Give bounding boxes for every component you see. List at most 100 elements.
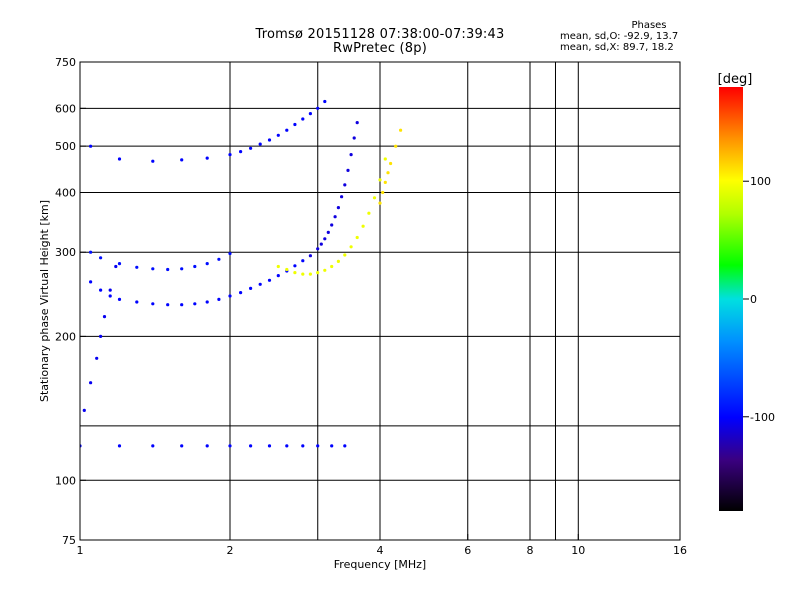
data-point <box>151 267 155 271</box>
x-axis: 1 2 4 6 8 10 16 <box>77 534 687 557</box>
data-point <box>355 121 359 125</box>
data-point <box>249 286 253 290</box>
data-point <box>102 315 107 319</box>
data-point <box>89 280 93 284</box>
series-trace <box>80 444 347 448</box>
data-point <box>135 300 139 304</box>
data-point <box>205 156 209 160</box>
data-point <box>326 230 330 234</box>
series-trace <box>89 99 327 163</box>
colorbar-tick-label: 100 <box>750 175 771 188</box>
series-trace <box>89 250 232 272</box>
data-point <box>372 196 377 200</box>
data-point <box>316 444 320 448</box>
data-point <box>89 250 93 254</box>
y-axis-label: Stationary phase Virtual Height [km] <box>38 200 51 402</box>
data-point <box>301 444 305 448</box>
data-point <box>249 444 253 448</box>
y-axis: 75 100 200 300 400 500 600 750 <box>55 56 86 547</box>
data-point <box>239 150 243 154</box>
y-tick-label: 300 <box>55 246 76 259</box>
data-point <box>135 265 139 269</box>
colorbar-tick-label: -100 <box>750 411 775 424</box>
data-point <box>343 253 347 257</box>
data-point <box>89 144 93 148</box>
data-point <box>276 133 280 137</box>
data-point <box>285 267 289 272</box>
data-point <box>193 264 197 269</box>
y-tick-label: 500 <box>55 140 76 153</box>
data-point <box>151 302 155 306</box>
data-point <box>117 297 122 301</box>
data-point <box>267 278 272 282</box>
data-point <box>99 256 103 260</box>
data-point <box>151 444 155 448</box>
data-point <box>352 136 356 140</box>
data-point <box>114 264 118 269</box>
data-point <box>343 444 347 448</box>
series-trace <box>82 264 118 412</box>
data-point <box>340 195 344 199</box>
data-point <box>323 268 327 272</box>
data-point <box>333 215 337 219</box>
y-tick-label: 750 <box>55 56 76 69</box>
data-point <box>99 334 103 338</box>
data-point <box>117 444 122 448</box>
data-point <box>316 106 320 110</box>
data-point <box>228 252 232 256</box>
data-point <box>205 444 209 448</box>
x-tick-label: 8 <box>527 544 534 557</box>
y-tick-label: 200 <box>55 330 76 343</box>
data-point <box>276 264 280 269</box>
colorbar <box>719 87 743 511</box>
data-point <box>205 262 209 266</box>
data-point <box>316 271 320 275</box>
data-point <box>108 288 112 292</box>
data-point <box>95 356 99 360</box>
data-point <box>330 223 334 227</box>
data-point <box>151 159 155 163</box>
data-point <box>267 444 272 448</box>
colorbar-label: [deg] <box>718 72 753 87</box>
data-point <box>293 271 297 275</box>
data-point <box>117 157 122 161</box>
data-point <box>336 259 340 263</box>
data-point <box>180 267 184 271</box>
chart-title: Tromsø 20151128 07:38:00-07:39:43 <box>255 27 505 42</box>
x-tick-label: 16 <box>673 544 687 557</box>
data-points <box>80 99 403 448</box>
colorbar-ticks: 100 0 -100 <box>743 175 775 424</box>
data-point <box>355 235 359 240</box>
x-tick-label: 1 <box>77 544 84 557</box>
data-point <box>108 294 112 298</box>
series-trace <box>308 121 359 258</box>
data-point <box>217 257 221 261</box>
data-point <box>323 237 327 241</box>
data-point <box>381 190 385 195</box>
data-point <box>308 254 312 258</box>
data-point <box>180 303 184 307</box>
series-trace <box>378 128 403 205</box>
data-point <box>205 300 209 304</box>
x-tick-label: 2 <box>227 544 234 557</box>
phase-stats-o: mean, sd,O: -92.9, 13.7 <box>560 31 679 42</box>
y-tick-label: 100 <box>55 474 76 487</box>
data-point <box>319 242 323 246</box>
data-point <box>367 211 371 215</box>
data-point <box>349 245 353 249</box>
data-point <box>193 302 197 306</box>
data-point <box>336 206 340 210</box>
phases-label: Phases <box>631 20 667 31</box>
data-point <box>285 128 289 132</box>
data-point <box>378 201 382 205</box>
data-point <box>330 264 334 269</box>
data-point <box>117 262 122 266</box>
phase-stats-x: mean, sd,X: 89.7, 18.2 <box>560 42 674 53</box>
x-axis-label: Frequency [MHz] <box>334 558 426 571</box>
series-trace <box>276 157 387 276</box>
data-point <box>308 112 312 116</box>
data-point <box>346 168 350 172</box>
data-point <box>99 288 103 292</box>
data-point <box>166 303 170 307</box>
data-point <box>285 444 289 448</box>
